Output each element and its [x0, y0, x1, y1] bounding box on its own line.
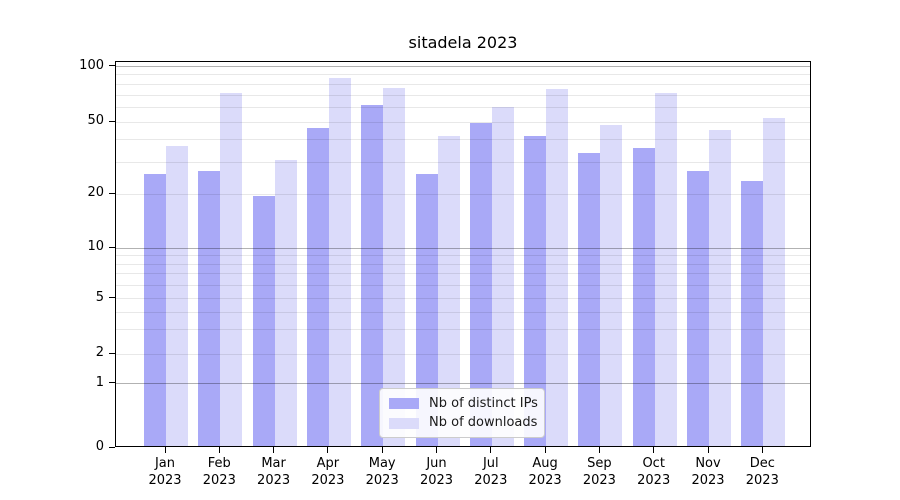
y-tick-mark [109, 382, 115, 383]
gridline [116, 353, 810, 355]
x-tick-label: Feb 2023 [202, 456, 236, 488]
y-tick-mark [109, 246, 115, 248]
bar-downloads [328, 77, 351, 446]
y-tick-label: 0 [95, 439, 104, 454]
gridline [116, 83, 810, 85]
gridline [116, 311, 810, 313]
bar-distinct-ips [415, 174, 438, 446]
bar-distinct-ips [469, 123, 492, 446]
y-tick-mark [109, 120, 115, 122]
y-tick-label: 2 [95, 345, 104, 360]
x-tick-mark [381, 447, 383, 453]
gridline [116, 106, 810, 108]
x-tick-label: Dec 2023 [745, 456, 779, 488]
gridline [116, 284, 810, 286]
bar-distinct-ips [361, 105, 384, 446]
gridline [116, 298, 810, 299]
x-tick-mark [598, 447, 600, 453]
bar-downloads [166, 145, 188, 446]
x-tick-label: May 2023 [365, 456, 399, 488]
y-tick-label: 1 [95, 374, 104, 390]
x-tick-label: Mar 2023 [257, 456, 291, 488]
legend-item: Nb of downloads [389, 414, 538, 433]
plot-area [115, 61, 811, 447]
x-tick-label: Apr 2023 [311, 456, 345, 488]
legend: Nb of distinct IPs Nb of downloads [379, 388, 545, 438]
gridline [116, 247, 810, 249]
bar-distinct-ips [306, 128, 329, 446]
gridline [116, 255, 810, 257]
bar-distinct-ips [144, 174, 166, 446]
gridline [116, 139, 810, 141]
bar-downloads [654, 93, 677, 446]
legend-item: Nb of distinct IPs [389, 394, 538, 413]
gridline [116, 121, 810, 123]
x-tick-label: Jul 2023 [474, 456, 508, 488]
y-tick-label: 10 [87, 239, 104, 254]
gridline [116, 161, 810, 163]
bar-downloads [383, 87, 406, 446]
bar-distinct-ips [578, 152, 601, 446]
legend-label: Nb of downloads [429, 415, 538, 431]
x-tick-mark [761, 447, 763, 453]
gridline [116, 273, 810, 275]
bar-distinct-ips [252, 196, 275, 446]
bar-distinct-ips [741, 181, 764, 446]
x-tick-label: Aug 2023 [528, 456, 562, 488]
x-tick-mark [490, 447, 492, 453]
bar-downloads [600, 124, 623, 446]
x-tick-label: Jan 2023 [148, 456, 182, 488]
y-tick-mark [109, 297, 115, 298]
y-tick-label: 5 [95, 289, 104, 305]
x-tick-label: Nov 2023 [691, 456, 725, 488]
bar-distinct-ips [524, 135, 547, 446]
x-tick-mark [273, 447, 275, 453]
chart-title: sitadela 2023 [408, 33, 518, 52]
gridline [116, 94, 810, 96]
x-tick-mark [544, 447, 546, 453]
legend-label: Nb of distinct IPs [429, 395, 538, 411]
x-tick-mark [327, 447, 329, 453]
gridline [116, 383, 810, 384]
bar-downloads [491, 106, 514, 446]
x-tick-mark [164, 447, 166, 453]
x-tick-label: Jun 2023 [419, 456, 454, 488]
bar-distinct-ips [687, 171, 709, 446]
legend-swatch [389, 417, 419, 429]
gridline [116, 66, 810, 67]
bar-downloads [220, 93, 243, 446]
y-tick-mark [109, 352, 115, 354]
x-tick-mark [707, 447, 709, 453]
x-tick-label: Oct 2023 [637, 456, 671, 488]
bar-distinct-ips [632, 148, 655, 446]
y-tick-label: 100 [79, 57, 104, 73]
gridline [116, 328, 810, 330]
bar-downloads [709, 130, 731, 446]
x-tick-mark [436, 447, 437, 453]
y-tick-mark [109, 192, 115, 194]
bar-downloads [274, 160, 297, 446]
bar-downloads [546, 88, 569, 446]
x-tick-label: Sep 2023 [582, 456, 616, 488]
y-tick-mark [109, 446, 115, 448]
bar-downloads [763, 118, 786, 446]
legend-swatch [389, 398, 419, 410]
gridline [116, 193, 810, 195]
gridline [116, 74, 810, 76]
y-tick-mark [109, 65, 115, 66]
x-tick-mark [653, 447, 655, 453]
bar-distinct-ips [198, 171, 221, 446]
gridline [116, 263, 810, 265]
y-tick-label: 50 [87, 113, 104, 128]
x-tick-mark [218, 447, 220, 453]
bar-downloads [437, 135, 460, 446]
y-tick-label: 20 [87, 185, 104, 200]
